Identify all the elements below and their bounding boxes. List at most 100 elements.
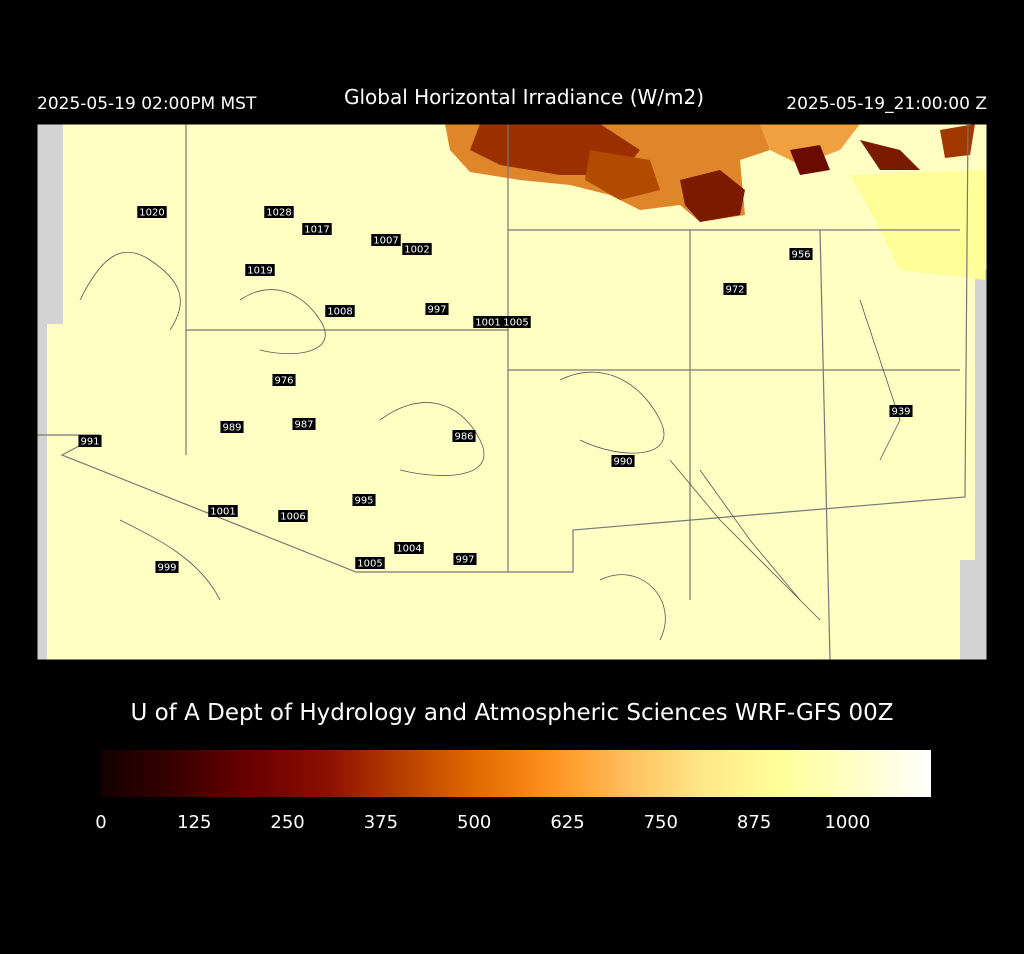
station-box xyxy=(611,455,635,467)
no-data xyxy=(37,324,47,660)
station-box xyxy=(501,316,531,328)
map-field xyxy=(37,124,987,660)
station: 1005 xyxy=(501,316,531,329)
station-value: 1007 xyxy=(373,236,398,247)
station: 997 xyxy=(425,303,449,316)
station: 939 xyxy=(889,405,913,418)
station: 990 xyxy=(611,455,635,468)
map-title: Global Horizontal Irradiance (W/m2) xyxy=(344,85,704,109)
colorbar-tick-label: 250 xyxy=(270,812,304,833)
station-box xyxy=(278,510,308,522)
station-value: 1005 xyxy=(357,559,382,570)
station-box xyxy=(292,418,316,430)
station-value: 1001 xyxy=(475,318,500,329)
colorbar-tick-label: 125 xyxy=(177,812,211,833)
station: 997 xyxy=(453,553,477,566)
station-box xyxy=(272,374,296,386)
station: 1008 xyxy=(325,305,355,318)
cloud-shading xyxy=(445,124,985,280)
station-box xyxy=(452,430,476,442)
station-box xyxy=(325,305,355,317)
station-box xyxy=(453,553,477,565)
station-value: 986 xyxy=(454,432,473,443)
station: 1006 xyxy=(278,510,308,523)
station: 1028 xyxy=(264,206,294,219)
valid-time-utc: 2025-05-19_21:00:00 Z xyxy=(786,94,987,114)
station-box xyxy=(78,435,102,447)
station-value: 989 xyxy=(222,423,241,434)
station-box xyxy=(355,557,385,569)
station: 986 xyxy=(452,430,476,443)
station: 972 xyxy=(723,283,747,296)
station-value: 1020 xyxy=(139,208,164,219)
station: 1001 xyxy=(473,316,503,329)
station: 999 xyxy=(155,561,179,574)
station-box xyxy=(402,243,432,255)
station-box xyxy=(473,316,503,328)
station: 1004 xyxy=(394,542,424,555)
station: 1002 xyxy=(402,243,432,256)
station-box xyxy=(302,223,332,235)
terrain-contours xyxy=(79,251,901,641)
map-frame xyxy=(36,123,988,661)
station-value: 999 xyxy=(157,563,176,574)
colorbar-tick-label: 875 xyxy=(737,812,771,833)
colorbar-tick-label: 500 xyxy=(457,812,491,833)
station-box xyxy=(371,234,401,246)
colorbar: 0 125 250 375 500 625 750 875 1000 xyxy=(95,750,931,833)
station-value: 976 xyxy=(274,376,293,387)
station: 991 xyxy=(78,435,102,448)
station-value: 1004 xyxy=(396,544,421,555)
station-value: 1019 xyxy=(247,266,272,277)
station-value: 956 xyxy=(791,250,810,261)
station-box xyxy=(137,206,167,218)
station-box xyxy=(220,421,244,433)
station-box xyxy=(789,248,813,260)
colorbar-tick-label: 0 xyxy=(95,812,106,833)
station-value: 1002 xyxy=(404,245,429,256)
station: 989 xyxy=(220,421,244,434)
station-value: 1017 xyxy=(304,225,329,236)
no-data xyxy=(960,560,987,660)
station: 1017 xyxy=(302,223,332,236)
station-box xyxy=(723,283,747,295)
station: 1019 xyxy=(245,264,275,277)
station-box xyxy=(208,505,238,517)
colorbar-tick-label: 1000 xyxy=(824,812,870,833)
station-value: 1008 xyxy=(327,307,352,318)
credit: U of A Dept of Hydrology and Atmospheric… xyxy=(130,700,893,726)
station-box xyxy=(264,206,294,218)
station: 987 xyxy=(292,418,316,431)
station-box xyxy=(394,542,424,554)
station-value: 1006 xyxy=(280,512,305,523)
station-box xyxy=(245,264,275,276)
station-value: 995 xyxy=(354,496,373,507)
station: 956 xyxy=(789,248,813,261)
station-value: 972 xyxy=(725,285,744,296)
station-value: 987 xyxy=(294,420,313,431)
station-value: 991 xyxy=(80,437,99,448)
colorbar-tick-label: 375 xyxy=(364,812,398,833)
station-value: 997 xyxy=(427,305,446,316)
station-box xyxy=(425,303,449,315)
station-box xyxy=(889,405,913,417)
station-box xyxy=(352,494,376,506)
station: 1005 xyxy=(355,557,385,570)
station-value: 1001 xyxy=(210,507,235,518)
station: 995 xyxy=(352,494,376,507)
station: 976 xyxy=(272,374,296,387)
station: 1001 xyxy=(208,505,238,518)
station: 1007 xyxy=(371,234,401,247)
colorbar-scale xyxy=(101,750,931,797)
station-value: 997 xyxy=(455,555,474,566)
colorbar-tick-label: 625 xyxy=(550,812,584,833)
station-value: 1028 xyxy=(266,208,291,219)
valid-time-local: 2025-05-19 02:00PM MST xyxy=(37,94,257,114)
station-box xyxy=(155,561,179,573)
station-value: 939 xyxy=(891,407,910,418)
no-data xyxy=(37,124,63,324)
